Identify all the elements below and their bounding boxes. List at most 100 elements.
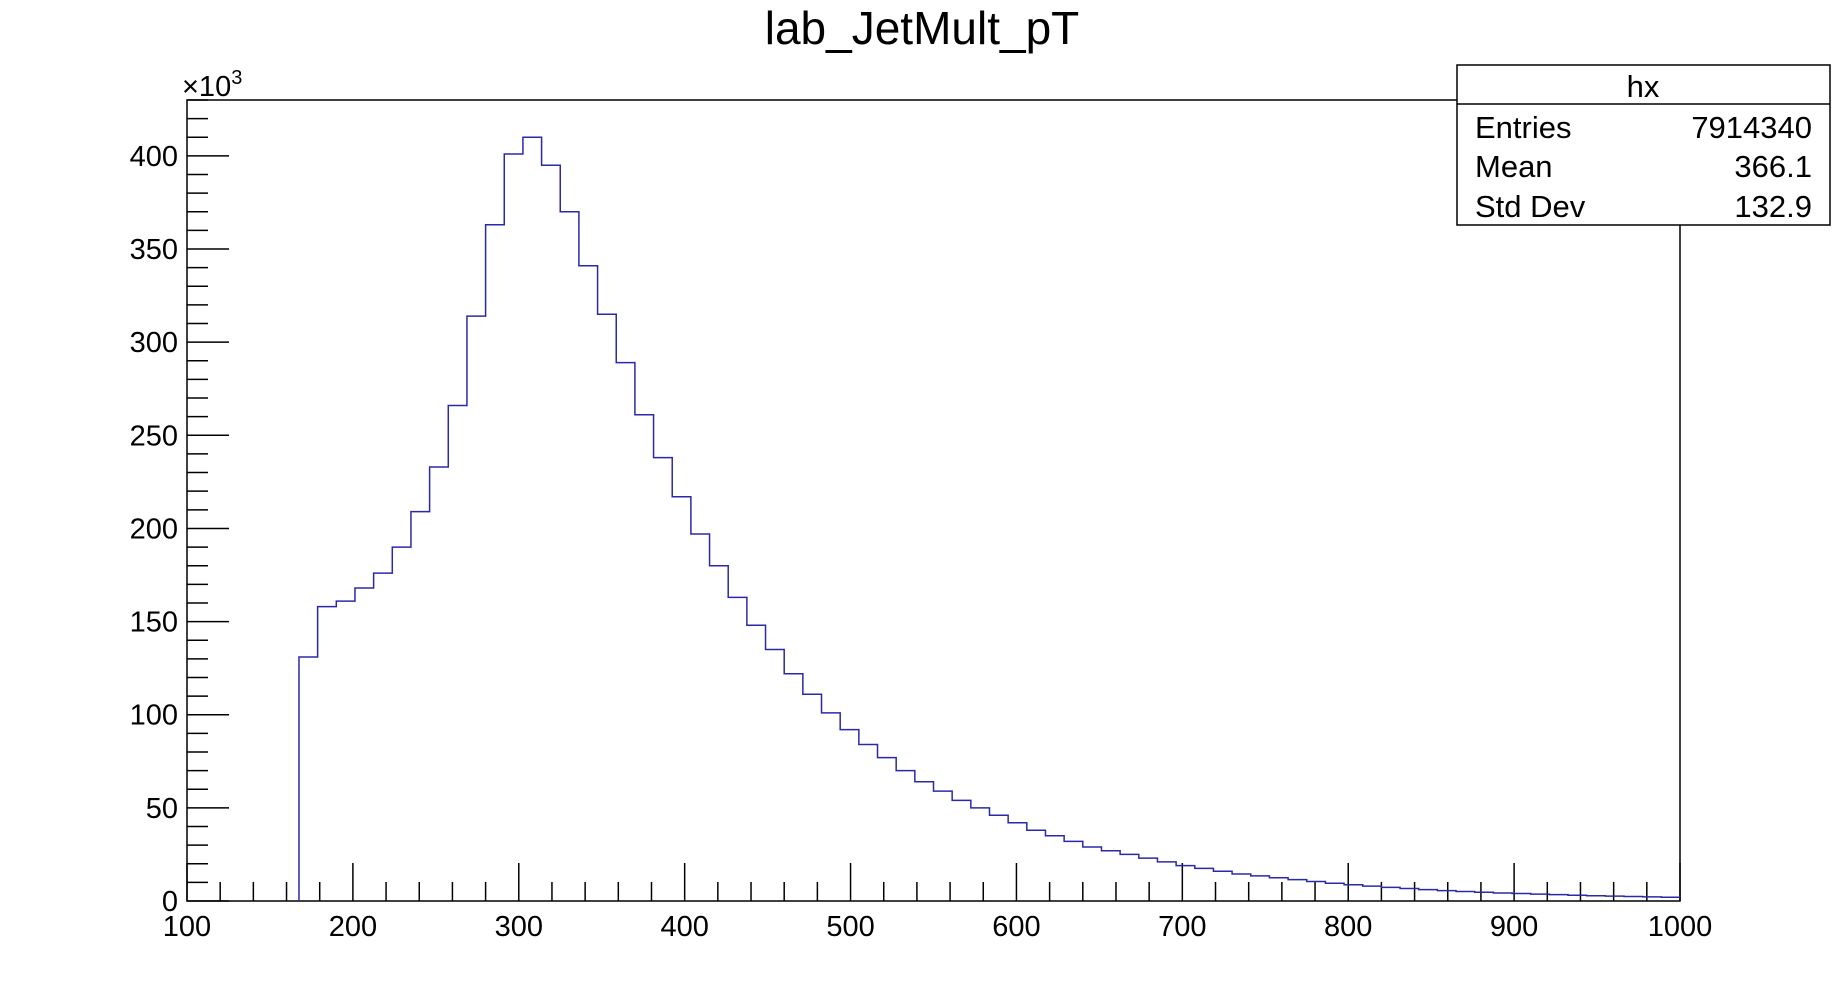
histogram-bin: [896, 771, 915, 901]
histogram-bin: [1307, 881, 1326, 901]
histogram-bin: [448, 405, 467, 901]
histogram-bin: [747, 625, 766, 901]
histogram-bin: [318, 607, 337, 901]
histogram-bin: [467, 316, 486, 901]
histogram-bin: [1325, 883, 1344, 901]
histogram-bin: [1064, 841, 1083, 901]
histogram-bin: [299, 657, 318, 901]
histogram-bin: [654, 458, 673, 901]
histogram-bin: [635, 415, 654, 901]
y-tick-label: 150: [130, 607, 178, 639]
histogram-bin: [710, 566, 729, 901]
y-tick-label: 250: [130, 420, 178, 452]
x-tick-label: 100: [163, 911, 211, 943]
histogram-bin: [728, 597, 747, 901]
histogram-bin: [952, 800, 971, 901]
histogram-bin: [1288, 880, 1307, 901]
stats-box: hx Entries 7914340 Mean 366.1 Std Dev 13…: [1456, 64, 1831, 226]
histogram-bin: [1400, 889, 1419, 901]
stats-stddev-label: Std Dev: [1475, 189, 1586, 224]
y-multiplier-base: ×10: [182, 71, 231, 103]
y-tick-label: 50: [146, 793, 178, 825]
y-multiplier-label: ×103: [182, 67, 242, 103]
stats-entries-value: 7914340: [1691, 110, 1812, 145]
histogram-bin: [616, 363, 635, 901]
plot-frame: [186, 99, 1681, 902]
stats-box-frame: [1456, 64, 1831, 226]
histogram-bin: [1269, 878, 1288, 901]
histogram-bin: [336, 601, 355, 901]
histogram-bin: [374, 573, 393, 901]
histogram-bin: [784, 674, 803, 901]
histogram-bin: [859, 745, 878, 901]
x-tick-label: 800: [1324, 911, 1372, 943]
histogram-bin: [822, 713, 841, 901]
y-tick-label: 100: [130, 700, 178, 732]
x-tick-label: 600: [992, 911, 1040, 943]
histogram-bin: [598, 314, 617, 901]
histogram-bin: [840, 730, 859, 901]
histogram-bin: [878, 758, 897, 901]
histogram-bin: [1549, 895, 1568, 901]
histogram-bin: [1493, 893, 1512, 901]
histogram-bin: [1381, 887, 1400, 901]
histogram-bin: [1139, 858, 1158, 901]
x-axis: 100 200 300 400 500 600 700 800 900 1000: [163, 863, 1712, 943]
histogram-bin: [803, 694, 822, 901]
histogram-bin: [523, 137, 542, 901]
histogram-bin: [1419, 890, 1438, 901]
histogram-bin: [1251, 876, 1270, 901]
stats-entries-label: Entries: [1475, 110, 1571, 145]
stats-stddev-value: 132.9: [1734, 189, 1812, 224]
y-tick-label: 350: [130, 234, 178, 266]
chart-title: lab_JetMult_pT: [765, 2, 1080, 54]
histogram-bin: [542, 165, 561, 901]
histogram-bin: [1083, 847, 1102, 901]
histogram-bin: [1008, 823, 1027, 901]
histogram-bin: [1176, 866, 1195, 901]
histogram-bin: [1045, 836, 1064, 901]
histogram-bin: [1157, 862, 1176, 901]
y-tick-label: 200: [130, 513, 178, 545]
y-tick-label: 300: [130, 327, 178, 359]
y-multiplier-exponent: 3: [231, 67, 242, 89]
stats-mean-label: Mean: [1475, 149, 1553, 184]
x-tick-label: 500: [826, 911, 874, 943]
histogram-bin: [486, 225, 505, 901]
histogram-bin: [1101, 851, 1120, 901]
histogram-bin: [355, 588, 374, 901]
stats-mean-value: 366.1: [1734, 149, 1812, 184]
histogram-bin: [1120, 854, 1139, 901]
stats-box-title: hx: [1627, 69, 1660, 104]
histogram-bin: [430, 467, 449, 901]
y-tick-label: 400: [130, 141, 178, 173]
histogram-bin: [1456, 891, 1475, 901]
histogram-bin: [691, 534, 710, 901]
x-tick-label: 700: [1158, 911, 1206, 943]
histogram-bin: [989, 815, 1008, 901]
histogram-bin: [1568, 895, 1587, 901]
x-tick-label: 400: [660, 911, 708, 943]
x-tick-label: 300: [495, 911, 543, 943]
histogram-bin: [766, 650, 785, 901]
histogram-bin: [1363, 886, 1382, 901]
histogram-bin: [672, 497, 691, 901]
histogram-bin: [504, 154, 523, 901]
histogram-bin: [971, 808, 990, 901]
histogram-bin: [392, 547, 411, 901]
histogram-outline: [298, 136, 1680, 901]
histogram-bin: [1587, 896, 1606, 901]
histogram-bin: [1344, 885, 1363, 901]
histogram-bin: [1027, 830, 1046, 901]
x-tick-label: 200: [329, 911, 377, 943]
histogram-bin: [1475, 892, 1494, 901]
y-tick-label: 0: [162, 886, 178, 918]
histogram-bin: [560, 212, 579, 901]
histogram-bin: [1195, 868, 1214, 901]
y-axis: 0 50 100 150 200 250 300 350 400: [130, 99, 229, 918]
histogram-series: [299, 137, 1680, 901]
x-tick-label: 900: [1490, 911, 1538, 943]
histogram-bin: [579, 266, 598, 901]
x-tick-label: 1000: [1648, 911, 1713, 943]
